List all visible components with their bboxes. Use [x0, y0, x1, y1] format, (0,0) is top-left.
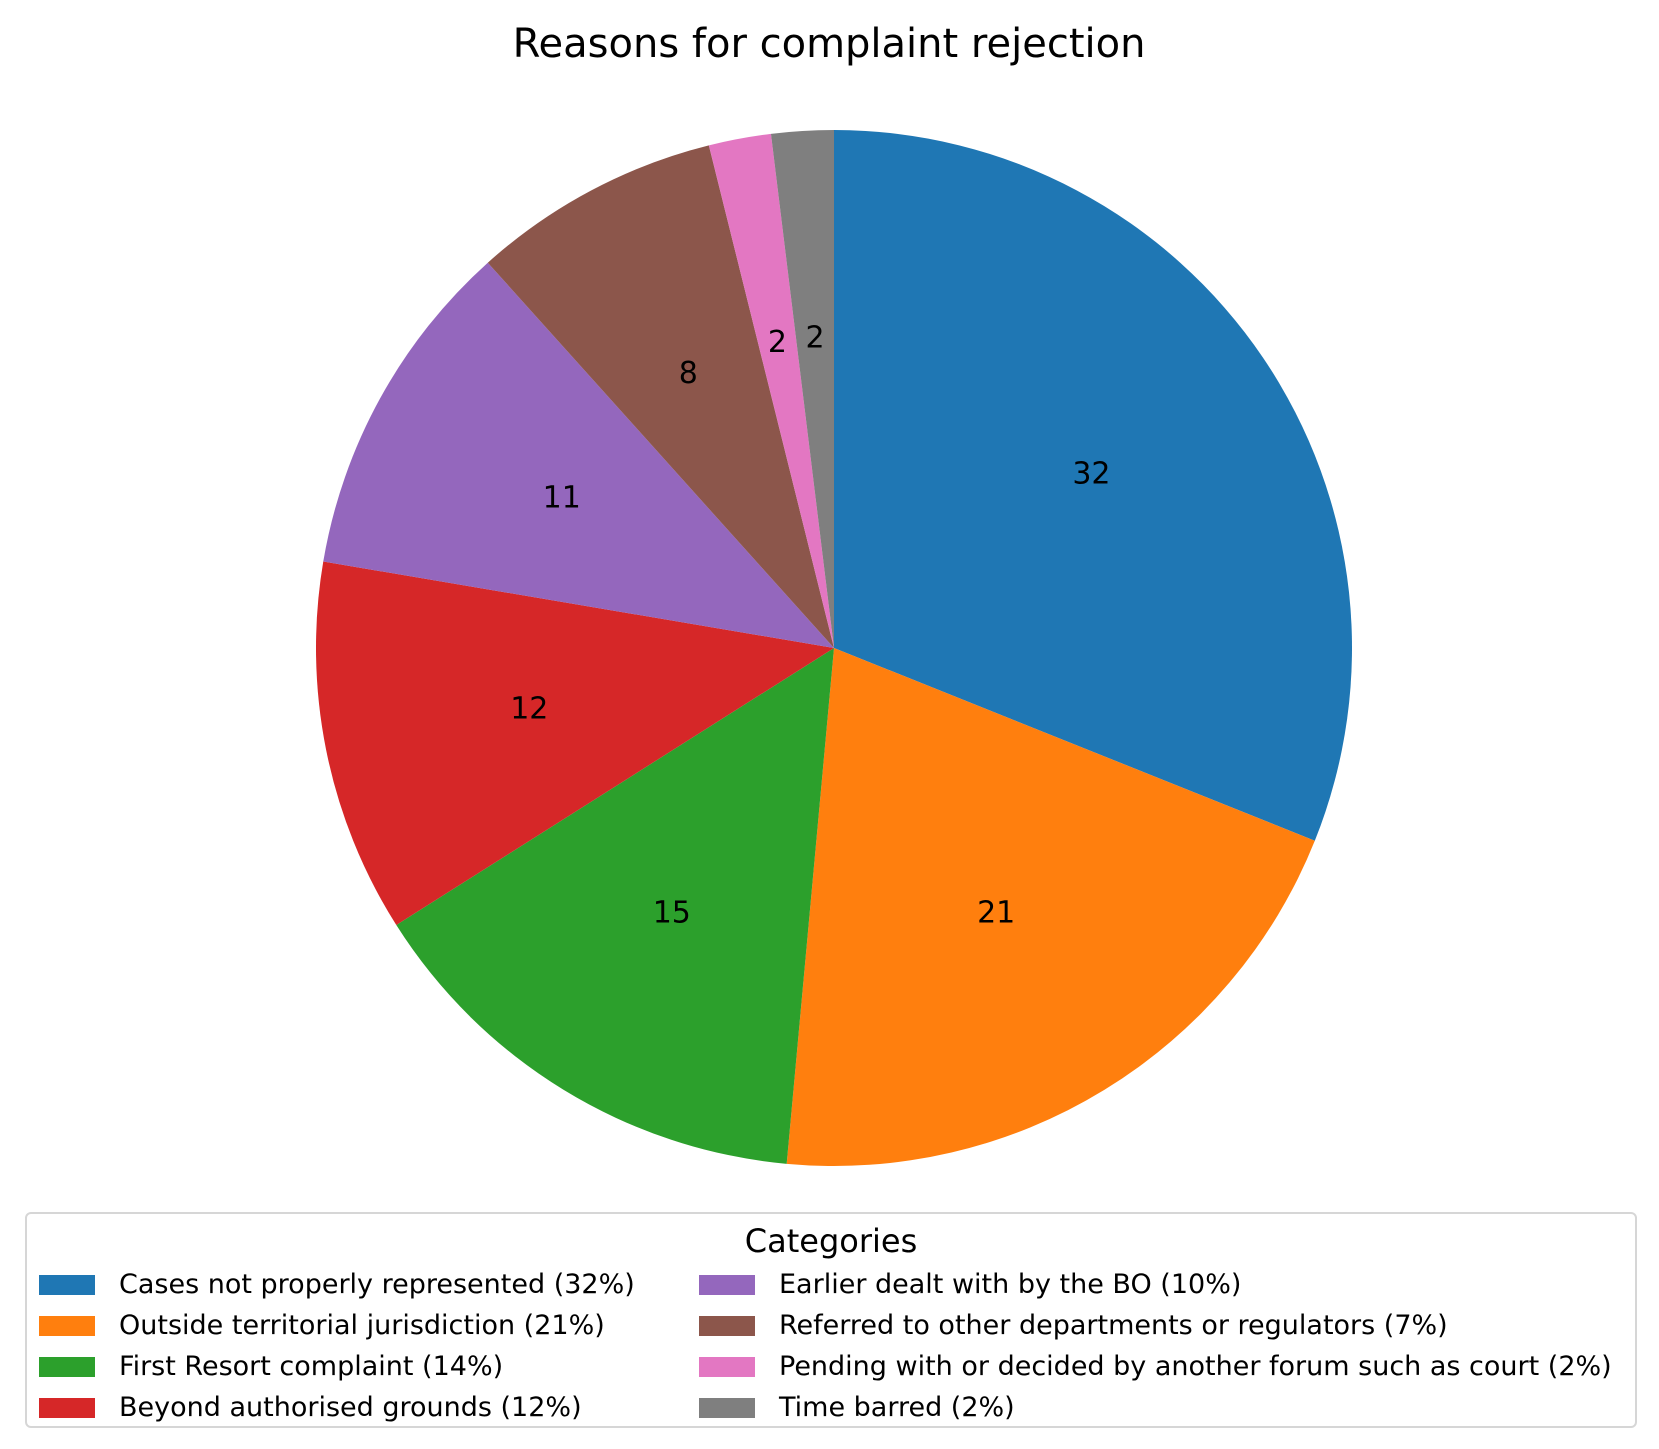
- legend-swatch-3: [39, 1397, 95, 1418]
- legend-entry-7: Time barred (2%): [699, 1387, 1612, 1428]
- legend-title: Categories: [744, 1222, 918, 1260]
- legend-swatch-5: [699, 1315, 755, 1336]
- slice-value-label-0: 32: [1072, 456, 1110, 491]
- pie-slice-labels: 32 21 15 12 11 8 2 2: [510, 320, 1110, 930]
- legend-label-0: Cases not properly represented (32%): [119, 1269, 635, 1300]
- pie-slice-3: [316, 561, 834, 926]
- legend-swatch-6: [699, 1356, 755, 1377]
- pie-slice-1: [786, 648, 1315, 1167]
- legend: Categories Cases not properly represente…: [25, 1212, 1637, 1428]
- legend-column-left: Cases not properly represented (32%) Outs…: [39, 1264, 635, 1428]
- pie-slice-6: [708, 133, 834, 648]
- legend-entry-6: Pending with or decided by another forum…: [699, 1346, 1612, 1387]
- pie-slice-5: [487, 145, 834, 649]
- pie-slice-2: [396, 648, 834, 1164]
- pie-slice-0: [834, 130, 1352, 841]
- legend-swatch-1: [39, 1315, 95, 1336]
- slice-value-label-2: 15: [653, 896, 691, 931]
- legend-entry-3: Beyond authorised grounds (12%): [39, 1387, 635, 1428]
- legend-label-2: First Resort complaint (14%): [119, 1351, 504, 1382]
- legend-entry-2: First Resort complaint (14%): [39, 1346, 635, 1387]
- pie-slice-7: [770, 130, 834, 648]
- slice-value-label-4: 11: [543, 481, 581, 516]
- legend-entry-0: Cases not properly represented (32%): [39, 1264, 635, 1305]
- legend-label-3: Beyond authorised grounds (12%): [119, 1392, 582, 1423]
- legend-entry-4: Earlier dealt with by the BO (10%): [699, 1264, 1612, 1305]
- slice-value-label-5: 8: [679, 356, 698, 391]
- slice-value-label-6: 2: [768, 325, 787, 360]
- legend-swatch-4: [699, 1274, 755, 1295]
- slice-value-label-3: 12: [510, 692, 548, 727]
- legend-label-4: Earlier dealt with by the BO (10%): [779, 1269, 1242, 1300]
- chart-title: Reasons for complaint rejection: [513, 21, 1146, 67]
- legend-label-1: Outside territorial jurisdiction (21%): [119, 1310, 605, 1341]
- pie-slice-4: [323, 262, 834, 648]
- legend-label-6: Pending with or decided by another forum…: [779, 1351, 1612, 1382]
- legend-swatch-0: [39, 1274, 95, 1295]
- legend-entry-5: Referred to other departments or regulat…: [699, 1305, 1612, 1346]
- legend-entry-1: Outside territorial jurisdiction (21%): [39, 1305, 635, 1346]
- legend-column-right: Earlier dealt with by the BO (10%) Referr…: [699, 1264, 1612, 1428]
- legend-swatch-7: [699, 1397, 755, 1418]
- slice-value-label-7: 2: [806, 320, 825, 355]
- pie-slices: [316, 130, 1352, 1167]
- legend-swatch-2: [39, 1356, 95, 1377]
- slice-value-label-1: 21: [977, 896, 1015, 931]
- legend-label-7: Time barred (2%): [779, 1392, 1015, 1423]
- legend-label-5: Referred to other departments or regulat…: [779, 1310, 1448, 1341]
